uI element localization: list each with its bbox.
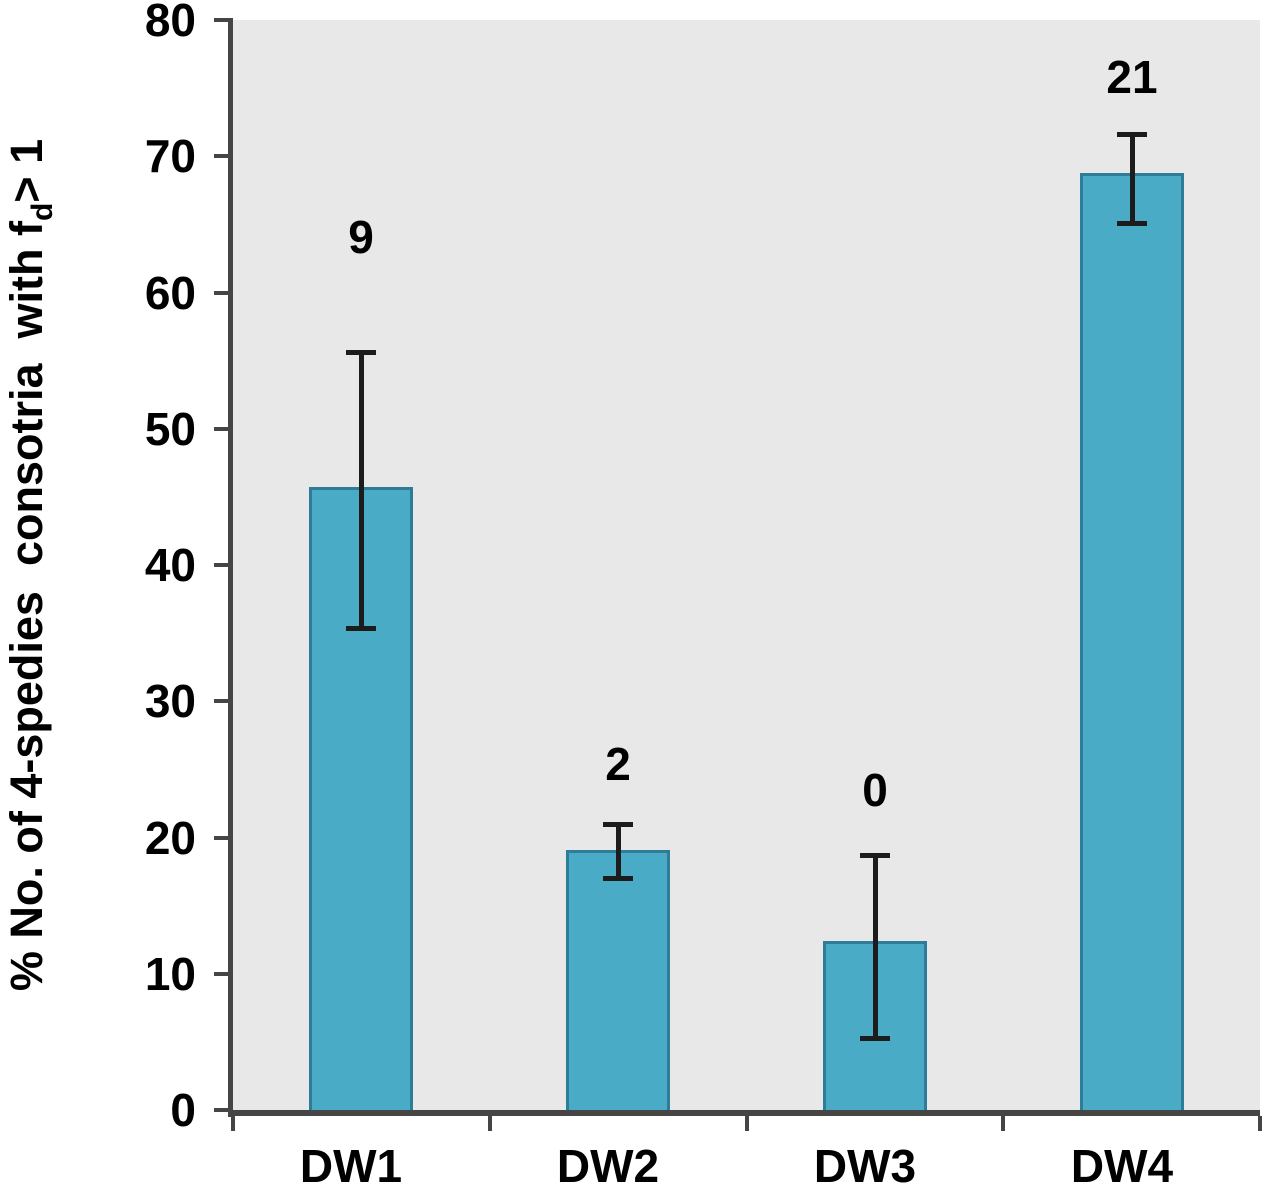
y-tick-label: 10: [144, 947, 196, 1000]
y-tick-label: 40: [144, 539, 196, 591]
y-tick: [214, 154, 228, 159]
error-bar-cap-bottom-dw1: [346, 626, 376, 631]
error-bar-cap-top-dw3: [860, 853, 890, 858]
y-tick: [214, 563, 228, 567]
error-bar-cap-top-dw2: [603, 822, 633, 827]
x-tick: [231, 1116, 235, 1131]
y-tick-label: 0: [170, 1084, 196, 1136]
y-tick: [214, 1108, 228, 1112]
y-axis-title-wrap: % No. of 4-spedies consotria with fd> 1: [1, 20, 66, 1110]
y-tick: [214, 835, 228, 840]
y-tick-label: 60: [144, 266, 196, 319]
error-bar-stem-dw1: [359, 352, 364, 627]
y-tick-label: 20: [144, 811, 196, 864]
y-tick-label: 70: [144, 130, 196, 183]
bar-count-label-dw3: 0: [862, 764, 888, 816]
bar-dw4: [1080, 173, 1184, 1110]
error-bar-cap-bottom-dw2: [603, 876, 633, 881]
error-bar-stem-dw3: [873, 855, 878, 1038]
y-tick-label: 30: [144, 675, 196, 728]
y-axis-title-prefix: % No. of 4-spedies consotria with f: [1, 221, 52, 992]
y-tick-label: 80: [144, 0, 196, 46]
y-axis-title-suffix: > 1: [1, 138, 52, 203]
error-bar-stem-dw4: [1130, 134, 1135, 223]
y-tick: [214, 290, 228, 295]
x-axis-line: [228, 1110, 1260, 1116]
error-bar-cap-top-dw4: [1117, 132, 1147, 137]
y-axis-title-subscript: d: [26, 202, 59, 222]
y-tick: [214, 426, 228, 431]
error-bar-cap-bottom-dw3: [860, 1036, 890, 1041]
error-bar-stem-dw2: [616, 824, 621, 879]
bar-count-label-dw2: 2: [605, 738, 631, 790]
y-tick: [214, 699, 228, 704]
x-tick: [1001, 1116, 1006, 1131]
x-category-label-dw2: DW2: [556, 1140, 660, 1192]
y-axis-line: [228, 18, 233, 1117]
error-bar-cap-top-dw1: [346, 350, 376, 355]
x-category-label-dw1: DW1: [299, 1140, 403, 1192]
y-tick: [214, 971, 228, 976]
y-tick: [214, 18, 228, 22]
bar-dw2: [566, 850, 670, 1110]
error-bar-cap-bottom-dw4: [1117, 221, 1147, 226]
x-tick: [487, 1116, 492, 1131]
x-category-label-dw4: DW4: [1070, 1140, 1174, 1192]
x-tick: [1258, 1116, 1262, 1131]
x-tick: [744, 1116, 749, 1131]
x-category-label-dw3: DW3: [813, 1140, 917, 1192]
bar-count-label-dw1: 9: [348, 211, 374, 263]
y-tick-label: 50: [144, 402, 196, 455]
bar-count-label-dw4: 21: [1106, 51, 1158, 103]
